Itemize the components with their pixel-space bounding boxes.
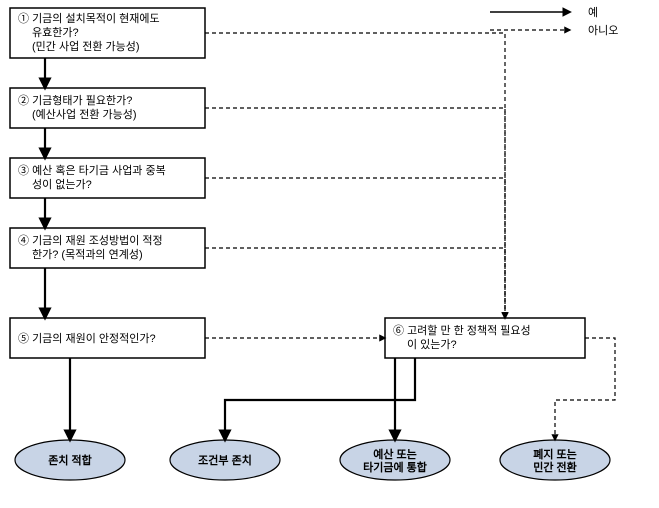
edge-q6-t2 xyxy=(225,358,415,440)
edge-q4-q6 xyxy=(205,248,505,318)
flowchart-canvas: 예 아니오 ① 기금의 설치목적이 현재에도 유효한가? (민간 사업 전환 가… xyxy=(0,0,659,508)
legend-yes-label: 예 xyxy=(588,6,598,19)
svg-text:① 기금의 설치목적이 현재에도: ① 기금의 설치목적이 현재에도 xyxy=(18,12,160,25)
svg-text:폐지 또는: 폐지 또는 xyxy=(533,447,577,461)
node-q4: ④ 기금의 재원 조성방법이 적정 한가? (목적과의 연계성) xyxy=(10,228,205,268)
svg-text:③ 예산 혹은 타기금 사업과 중복: ③ 예산 혹은 타기금 사업과 중복 xyxy=(18,163,166,177)
terminal-t3: 예산 또는 타기금에 통합 xyxy=(340,440,450,480)
svg-text:존치 적합: 존치 적합 xyxy=(48,453,92,467)
svg-text:⑥ 고려할 만 한 정책적 필요성: ⑥ 고려할 만 한 정책적 필요성 xyxy=(393,324,531,337)
edge-q1-q6 xyxy=(205,33,505,318)
svg-text:성이 없는가?: 성이 없는가? xyxy=(32,178,92,191)
svg-text:⑤ 기금의 재원이 안정적인가?: ⑤ 기금의 재원이 안정적인가? xyxy=(18,332,156,345)
terminal-t2: 조건부 존치 xyxy=(170,440,280,480)
svg-text:타기금에 통합: 타기금에 통합 xyxy=(363,460,427,474)
node-q6: ⑥ 고려할 만 한 정책적 필요성 이 있는가? xyxy=(385,318,585,358)
svg-text:유효한가?: 유효한가? xyxy=(32,26,79,39)
terminal-t1: 존치 적합 xyxy=(15,440,125,480)
node-q1: ① 기금의 설치목적이 현재에도 유효한가? (민간 사업 전환 가능성) xyxy=(10,8,205,58)
terminal-t4: 폐지 또는 민간 전환 xyxy=(500,440,610,480)
node-q5: ⑤ 기금의 재원이 안정적인가? xyxy=(10,318,205,358)
svg-text:(민간 사업 전환 가능성): (민간 사업 전환 가능성) xyxy=(32,40,140,53)
svg-text:민간 전환: 민간 전환 xyxy=(533,460,577,474)
svg-text:② 기금형태가 필요한가?: ② 기금형태가 필요한가? xyxy=(18,94,132,107)
edge-q2-q6 xyxy=(205,108,505,318)
svg-text:④ 기금의 재원 조성방법이 적정: ④ 기금의 재원 조성방법이 적정 xyxy=(18,234,163,247)
svg-text:조건부 존치: 조건부 존치 xyxy=(198,453,252,467)
node-q2: ② 기금형태가 필요한가? (예산사업 전환 가능성) xyxy=(10,88,205,128)
svg-text:한가? (목적과의 연계성): 한가? (목적과의 연계성) xyxy=(32,248,143,261)
node-q3: ③ 예산 혹은 타기금 사업과 중복 성이 없는가? xyxy=(10,158,205,198)
legend: 예 아니오 xyxy=(490,6,618,37)
svg-text:이 있는가?: 이 있는가? xyxy=(407,338,457,351)
svg-text:예산 또는: 예산 또는 xyxy=(373,447,417,461)
svg-text:(예산사업 전환 가능성): (예산사업 전환 가능성) xyxy=(32,108,137,121)
legend-no-label: 아니오 xyxy=(588,24,618,37)
